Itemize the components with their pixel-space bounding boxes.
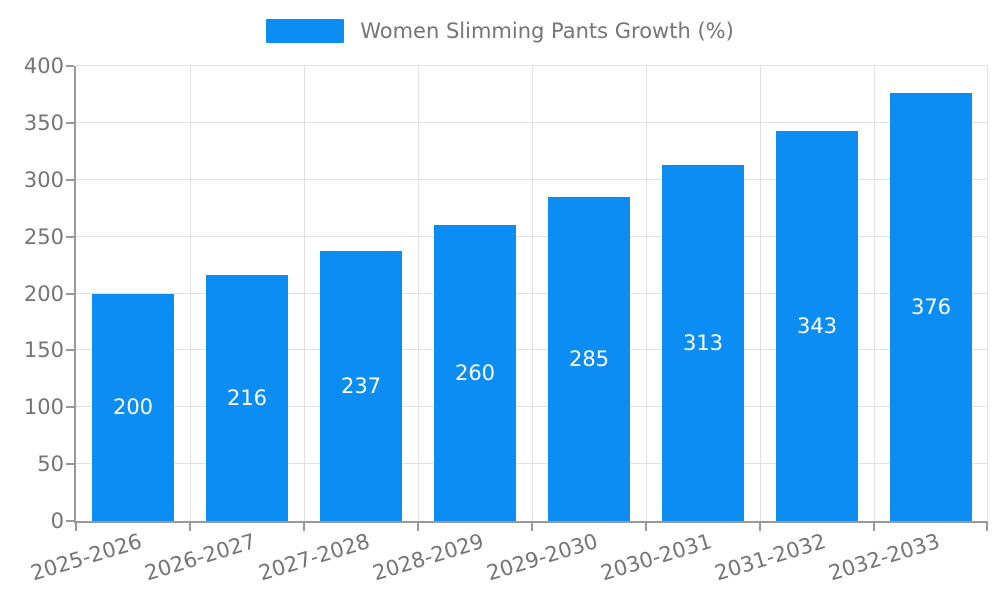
bar-value-label: 200 bbox=[112, 395, 154, 420]
bar-value-label: 343 bbox=[796, 313, 838, 338]
x-axis-tick bbox=[531, 523, 533, 531]
y-axis-tick bbox=[66, 463, 74, 466]
bar-value-label: 260 bbox=[454, 361, 496, 386]
x-gridline bbox=[304, 66, 305, 521]
x-axis-label: 2026-2027 bbox=[141, 529, 259, 586]
legend-swatch-icon bbox=[266, 19, 345, 43]
x-axis-tick bbox=[873, 523, 875, 531]
y-axis-label: 400 bbox=[23, 54, 64, 78]
y-axis-label: 350 bbox=[23, 110, 64, 135]
x-axis-label: 2030-2031 bbox=[597, 529, 715, 586]
x-axis-label: 2028-2029 bbox=[369, 529, 487, 586]
y-axis-label: 100 bbox=[23, 395, 64, 420]
plot-area: 0 50 100 150 200 250 300 350 400 200 2025-2026 216 2… bbox=[24, 54, 988, 585]
bar[interactable]: 376 bbox=[890, 93, 972, 521]
bar-value-label: 376 bbox=[910, 295, 952, 320]
x-gridline bbox=[532, 66, 533, 521]
y-axis-label: 0 bbox=[50, 509, 64, 533]
bar[interactable]: 260 bbox=[434, 225, 516, 521]
x-axis-tick bbox=[75, 523, 77, 531]
y-axis-label: 250 bbox=[23, 224, 64, 249]
y-axis-tick bbox=[66, 406, 74, 409]
y-axis-label: 150 bbox=[23, 338, 64, 363]
y-gridline bbox=[76, 65, 988, 66]
x-axis-label: 2032-2033 bbox=[825, 529, 943, 586]
x-axis-tick bbox=[303, 523, 305, 531]
y-axis-tick bbox=[66, 235, 74, 238]
bar[interactable]: 200 bbox=[92, 293, 174, 521]
y-axis-tick bbox=[66, 292, 74, 295]
x-axis-label: 2029-2030 bbox=[483, 529, 601, 586]
x-axis-tick bbox=[645, 523, 647, 531]
legend-label: Women Slimming Pants Growth (%) bbox=[360, 19, 734, 43]
x-axis-tick bbox=[189, 523, 191, 531]
bar[interactable]: 216 bbox=[206, 275, 288, 521]
y-axis-label: 50 bbox=[37, 452, 64, 477]
bar[interactable]: 285 bbox=[548, 196, 630, 521]
legend-item[interactable]: Women Slimming Pants Growth (%) bbox=[266, 19, 734, 43]
x-axis-tick bbox=[417, 523, 419, 531]
bar-value-label: 313 bbox=[682, 330, 724, 355]
x-gridline bbox=[646, 66, 647, 521]
x-gridline bbox=[874, 66, 875, 521]
x-gridline bbox=[190, 66, 191, 521]
y-axis-tick bbox=[66, 349, 74, 352]
bar[interactable]: 237 bbox=[320, 251, 402, 521]
y-axis-label: 200 bbox=[23, 281, 64, 306]
x-axis-tick bbox=[759, 523, 761, 531]
x-gridline bbox=[418, 66, 419, 521]
y-axis-tick bbox=[66, 178, 74, 181]
bar[interactable]: 313 bbox=[662, 164, 744, 521]
y-axis-tick bbox=[66, 65, 74, 67]
bar-value-label: 285 bbox=[568, 346, 610, 371]
bar[interactable]: 343 bbox=[776, 130, 858, 521]
y-axis-tick bbox=[66, 121, 74, 124]
bar-value-label: 237 bbox=[340, 374, 382, 399]
x-gridline bbox=[987, 66, 988, 521]
x-axis-label: 2027-2028 bbox=[255, 529, 373, 586]
legend: Women Slimming Pants Growth (%) bbox=[0, 19, 1000, 43]
bar-value-label: 216 bbox=[226, 386, 268, 411]
x-axis-tick bbox=[986, 523, 988, 531]
y-axis-label: 300 bbox=[23, 167, 64, 192]
x-axis-label: 2031-2032 bbox=[711, 529, 829, 586]
x-gridline bbox=[760, 66, 761, 521]
y-axis-tick bbox=[66, 520, 74, 522]
x-axis-label: 2025-2026 bbox=[27, 529, 145, 586]
